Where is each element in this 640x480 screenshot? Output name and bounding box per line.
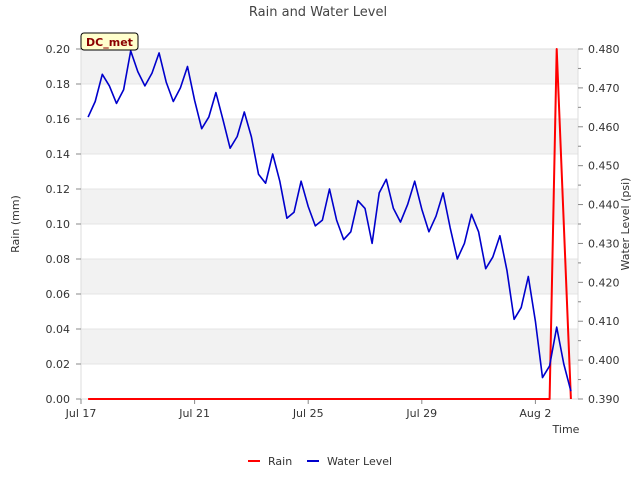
series-line-rain	[88, 48, 572, 400]
grid-band	[81, 84, 578, 119]
y-right-tick-label: 0.460	[588, 121, 620, 134]
x-tick-label: Jul 17	[65, 407, 97, 420]
chart-title: Rain and Water Level	[249, 5, 387, 20]
y-left-tick-label: 0.16	[46, 113, 71, 126]
grid-band	[81, 119, 578, 154]
series-layer	[87, 48, 572, 400]
y-left-tick-label: 0.02	[46, 358, 71, 371]
station-badge-box	[80, 32, 139, 51]
y-right-tick-label: 0.420	[588, 276, 620, 289]
y-left-tick-label: 0.10	[46, 218, 71, 231]
left-axis-ticks: 0.00 0.02 0.04 0.06 0.08 0.10 0.12 0.14 0.16 0.18…	[46, 43, 81, 406]
y-right-tick-label: 0.450	[588, 160, 620, 173]
y-left-tick-label: 0.00	[46, 393, 71, 406]
x-tick-label: Jul 29	[405, 407, 437, 420]
x-tick-label: Aug 2	[519, 407, 551, 420]
grid-band	[81, 259, 578, 294]
x-axis-title: Time	[552, 423, 580, 436]
y-left-tick-label: 0.18	[46, 78, 71, 91]
grid-band	[81, 224, 578, 259]
legend-label-water-level: Water Level	[327, 455, 392, 468]
y-right-tick-label: 0.440	[588, 199, 620, 212]
grid-band	[81, 329, 578, 364]
legend: Rain Water Level	[248, 455, 392, 468]
legend-label-rain: Rain	[268, 455, 292, 468]
grid-band	[81, 49, 578, 84]
x-tick-label: Jul 25	[292, 407, 324, 420]
station-badge: DC_met	[80, 32, 139, 51]
x-axis-ticks: Jul 17 Jul 21 Jul 25 Jul 29 Aug 2	[65, 399, 551, 420]
y-right-tick-label: 0.470	[588, 82, 620, 95]
series-line-water-level	[87, 50, 572, 392]
y-right-tick-label: 0.410	[588, 315, 620, 328]
grid-band	[81, 154, 578, 189]
x-tick-label: Jul 21	[178, 407, 210, 420]
y-axis-left-title: Rain (mm)	[9, 195, 22, 253]
grid-bands	[81, 48, 578, 400]
y-left-tick-label: 0.06	[46, 288, 71, 301]
y-axis-right-title: Water Level (psi)	[619, 178, 632, 271]
y-left-tick-label: 0.14	[46, 148, 71, 161]
y-right-tick-label: 0.480	[588, 43, 620, 56]
legend-item-water-level[interactable]: Water Level	[307, 455, 392, 468]
y-left-tick-label: 0.20	[46, 43, 71, 56]
station-badge-label: DC_met	[86, 36, 133, 49]
y-left-tick-label: 0.08	[46, 253, 71, 266]
legend-item-rain[interactable]: Rain	[248, 455, 292, 468]
right-axis-ticks: 0.390 0.400 0.410 0.420 0.430 0.440 0.450 0.460…	[578, 43, 620, 406]
y-right-tick-label: 0.390	[588, 393, 620, 406]
y-left-tick-label: 0.04	[46, 323, 71, 336]
grid-band	[81, 364, 578, 399]
grid-band	[81, 294, 578, 329]
y-right-tick-label: 0.400	[588, 354, 620, 367]
plot-area: 0.00 0.02 0.04 0.06 0.08 0.10 0.12 0.14 0.16 0.18…	[46, 43, 620, 420]
grid-band	[81, 189, 578, 224]
y-right-tick-label: 0.430	[588, 237, 620, 250]
y-left-tick-label: 0.12	[46, 183, 71, 196]
